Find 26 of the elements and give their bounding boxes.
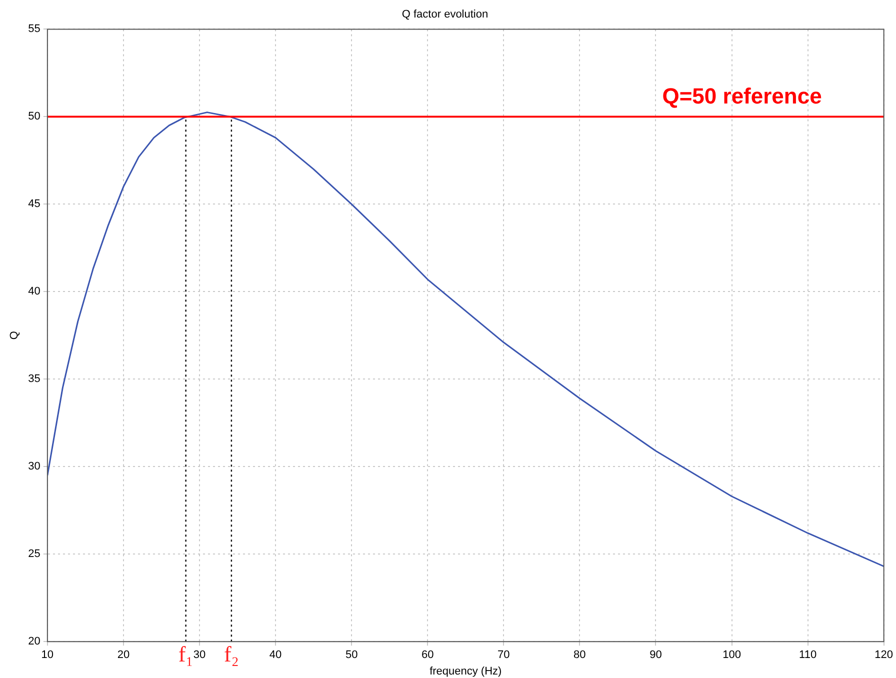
y-tick-label: 50 [28,110,40,123]
x-tick-label: 110 [799,649,817,662]
y-axis-title: Q [8,330,21,340]
x-tick-label: 30 [193,649,206,662]
x-tick-label: 90 [650,649,662,662]
ref-line-label: Q=50 reference [662,84,822,109]
y-tick-label: 20 [28,636,40,648]
y-tick-label: 40 [28,286,40,298]
y-tick-label: 45 [28,198,40,210]
ref-line-label: f₁ [178,641,194,666]
x-tick-label: 20 [117,649,130,662]
y-tick-label: 35 [28,373,40,386]
x-tick-label: 40 [269,649,282,662]
x-axis-title: frequency (Hz) [430,665,502,678]
y-tick-label: 55 [28,23,40,36]
y-tick-label: 25 [28,548,40,560]
x-tick-label: 50 [345,649,358,662]
x-tick-label: 120 [874,649,894,662]
x-tick-label: 80 [574,649,586,662]
x-tick-label: 70 [498,649,510,662]
ref-line-label: f₂ [224,641,239,666]
x-tick-label: 60 [421,649,434,662]
chart-title: Q factor evolution [402,8,488,21]
y-tick-label: 30 [28,460,40,473]
x-tick-label: 10 [41,649,54,662]
x-tick-label: 100 [722,649,741,662]
